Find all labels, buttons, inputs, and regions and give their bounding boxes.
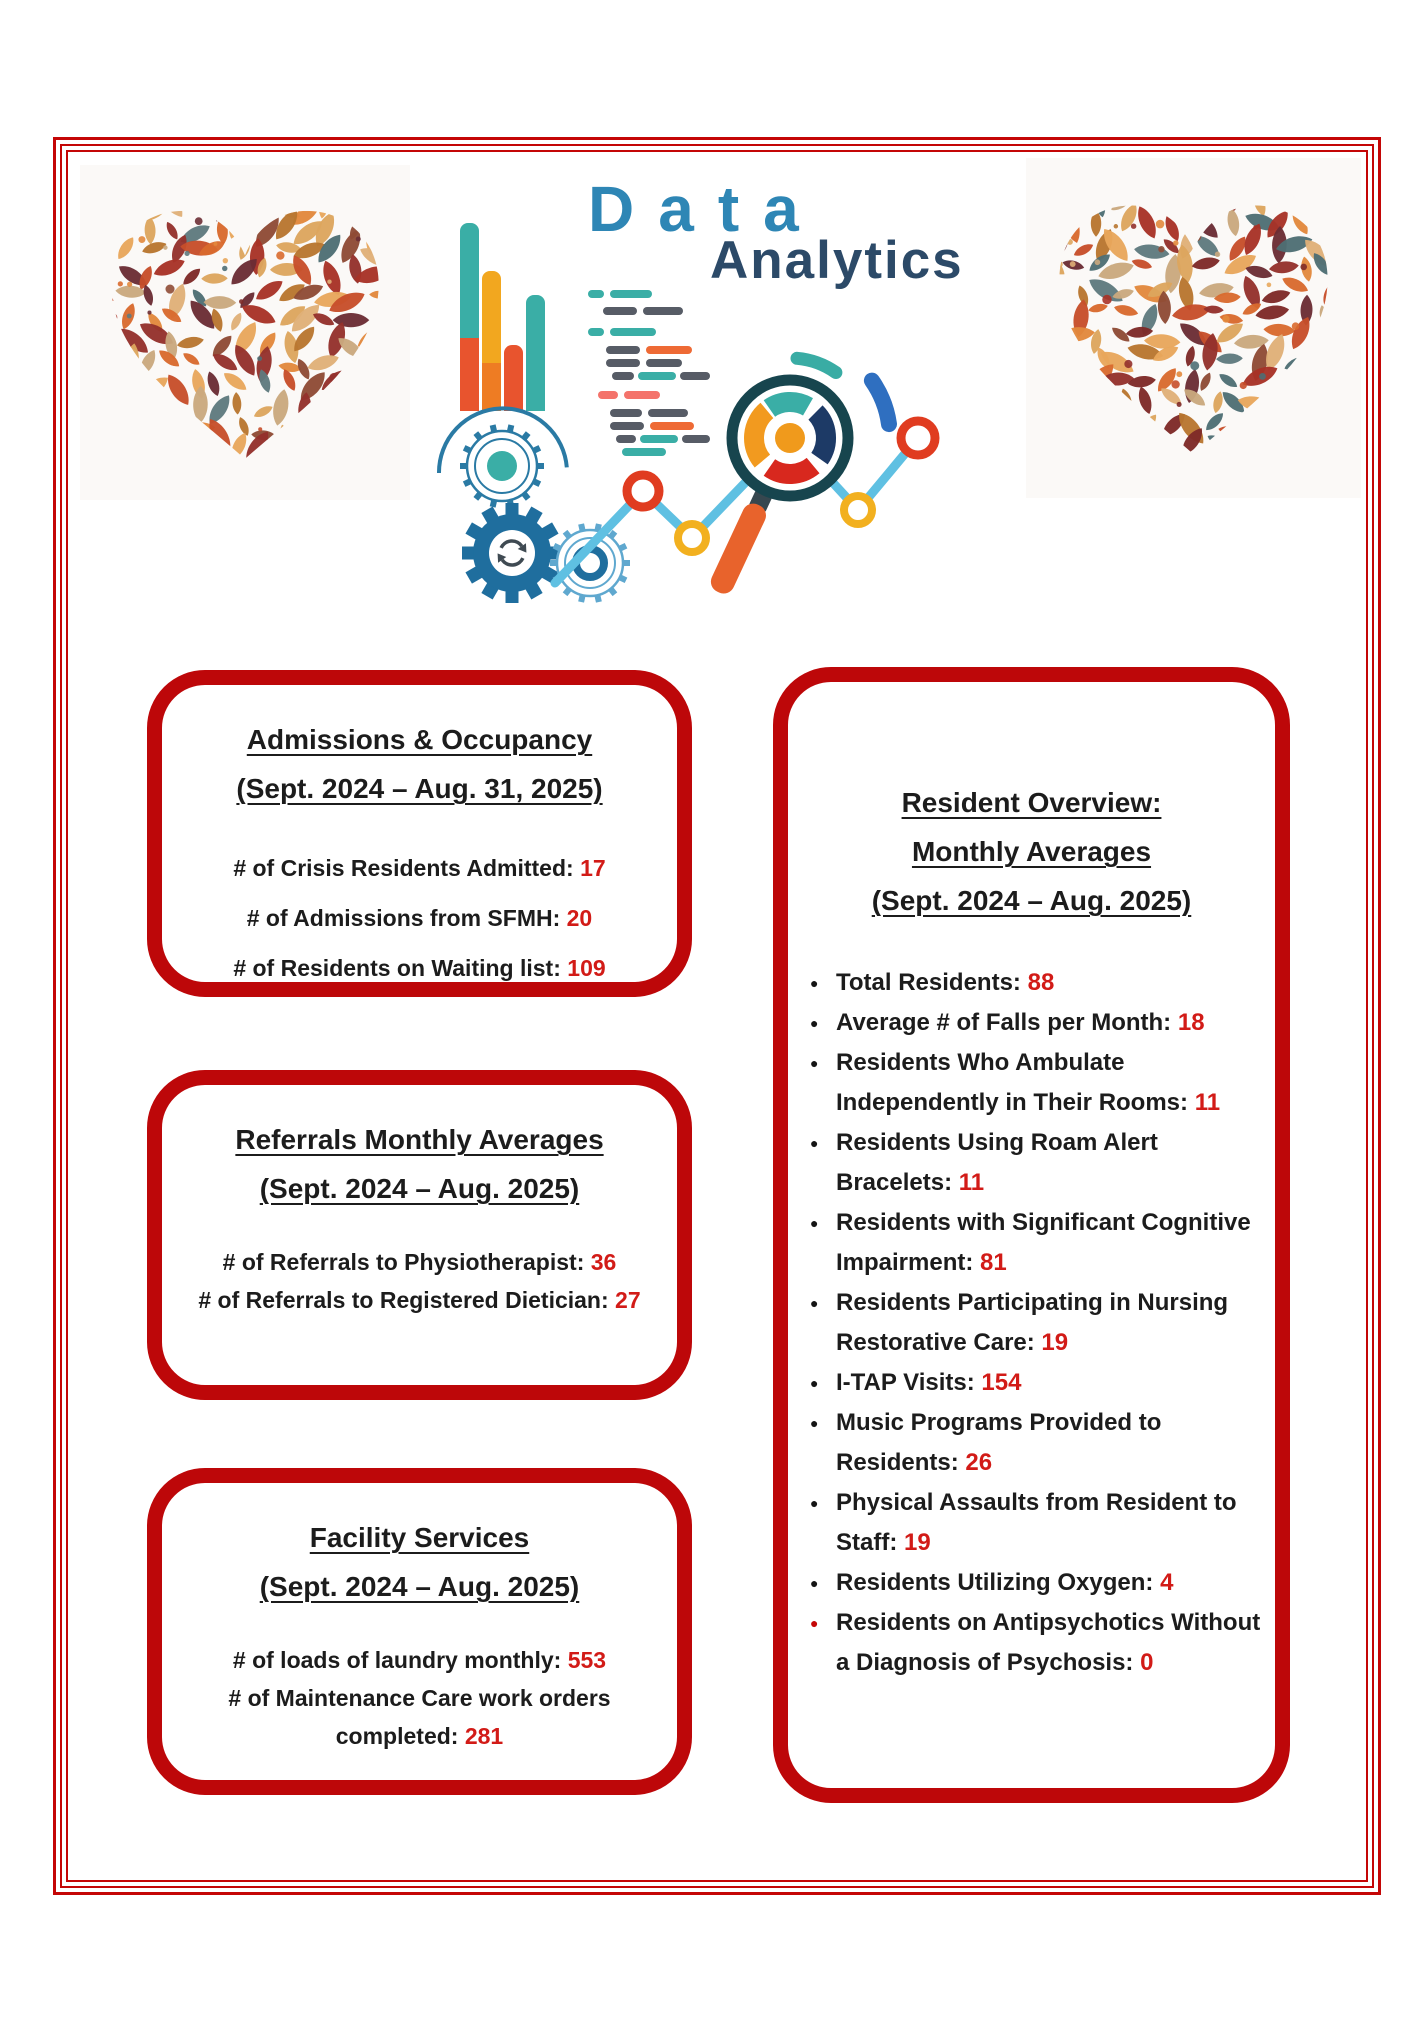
stat-line: # of Referrals to Registered Dietician: … <box>198 1287 641 1313</box>
overview-bullet: Residents on Antipsychotics Without a Di… <box>810 1603 1277 1683</box>
overview-bullet: Residents Participating in Nursing Resto… <box>810 1283 1277 1363</box>
leaf-heart-right-image <box>1026 158 1361 498</box>
stat-value: 88 <box>1027 969 1055 996</box>
leaf-heart-left-image <box>80 165 410 500</box>
box-subtitle: (Sept. 2024 – Aug. 2025) <box>871 885 1192 916</box>
box-subtitle: (Sept. 2024 – Aug. 2025) <box>259 1571 580 1602</box>
overview-bullet: Residents Who Ambulate Independently in … <box>810 1043 1277 1123</box>
overview-bullet: Physical Assaults from Resident to Staff… <box>810 1483 1277 1563</box>
stat-value: 553 <box>567 1647 607 1673</box>
stat-line: # of Admissions from SFMH: 20 <box>246 905 593 931</box>
overview-bullet: Music Programs Provided to Residents: 26 <box>810 1403 1277 1483</box>
data-analytics-illustration: Data Analytics <box>420 173 1005 663</box>
stat-line: # of Maintenance Care work orders comple… <box>228 1685 611 1749</box>
box-title: Admissions & Occupancy <box>246 724 593 755</box>
hero-title-data: Data <box>588 173 823 245</box>
stat-value: 4 <box>1160 1569 1174 1596</box>
stat-value: 11 <box>958 1169 985 1196</box>
stat-value: 11 <box>1194 1089 1221 1116</box>
box-title: Resident Overview: <box>901 787 1162 818</box>
box-title: Referrals Monthly Averages <box>235 1124 604 1155</box>
stat-value: 0 <box>1140 1649 1154 1676</box>
stat-value: 109 <box>567 955 606 981</box>
stat-value: 20 <box>566 905 593 931</box>
stat-value: 19 <box>1041 1329 1069 1356</box>
overview-bullet-list: Total Residents: 88 Average # of Falls p… <box>788 963 1275 1683</box>
stat-value: 154 <box>981 1369 1022 1396</box>
overview-bullet: Residents with Significant Cognitive Imp… <box>810 1203 1277 1283</box>
stat-value: 81 <box>980 1249 1007 1276</box>
box-title: Monthly Averages <box>911 836 1152 867</box>
overview-bullet: Residents Utilizing Oxygen: 4 <box>810 1563 1277 1603</box>
stat-value: 36 <box>590 1249 617 1275</box>
stat-value: 281 <box>464 1723 504 1749</box>
hero-title-analytics: Analytics <box>710 231 964 290</box>
box-title: Facility Services <box>309 1522 530 1553</box>
overview-bullet: Total Residents: 88 <box>810 963 1277 1003</box>
stat-value: 17 <box>580 855 606 881</box>
facility-services-box: Facility Services (Sept. 2024 – Aug. 202… <box>147 1468 692 1795</box>
box-subtitle: (Sept. 2024 – Aug. 2025) <box>259 1173 580 1204</box>
stat-line: # of loads of laundry monthly: 553 <box>232 1647 607 1673</box>
referrals-box: Referrals Monthly Averages (Sept. 2024 –… <box>147 1070 692 1400</box>
stat-line: # of Referrals to Physiotherapist: 36 <box>222 1249 617 1275</box>
overview-bullet: Average # of Falls per Month: 18 <box>810 1003 1277 1043</box>
stat-value: 19 <box>904 1529 931 1556</box>
stat-line: # of Residents on Waiting list: 109 <box>233 955 606 981</box>
analytics-art-icon <box>436 223 940 603</box>
admissions-occupancy-box: Admissions & Occupancy (Sept. 2024 – Aug… <box>147 670 692 997</box>
overview-bullet: I-TAP Visits: 154 <box>810 1363 1277 1403</box>
stat-value: 27 <box>615 1287 641 1313</box>
stat-line: # of Crisis Residents Admitted: 17 <box>233 855 606 881</box>
overview-bullet: Residents Using Roam Alert Bracelets: 11 <box>810 1123 1277 1203</box>
stat-value: 18 <box>1177 1009 1205 1036</box>
stat-value: 26 <box>965 1449 993 1476</box>
box-subtitle: (Sept. 2024 – Aug. 31, 2025) <box>236 773 603 804</box>
resident-overview-box: Resident Overview: Monthly Averages (Sep… <box>773 667 1290 1803</box>
